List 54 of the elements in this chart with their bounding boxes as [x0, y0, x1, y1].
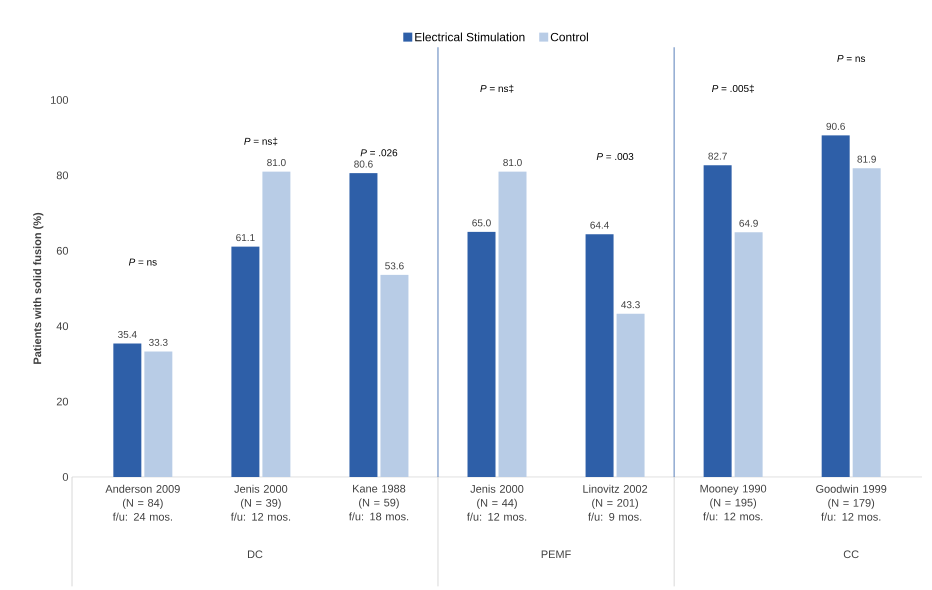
- bar: [113, 344, 142, 477]
- data-label: 64.9: [739, 220, 758, 227]
- data-label: 80.6: [354, 160, 373, 168]
- data-label: 82.7: [708, 152, 727, 160]
- bar: [704, 165, 732, 477]
- bar: [144, 351, 172, 477]
- y-tick-label: 0: [62, 473, 68, 481]
- bar: [349, 173, 378, 477]
- data-label: 65.0: [472, 219, 491, 226]
- x-tick-label: Mooney 1990 (N = 195) f/u: 12 mos.: [700, 484, 766, 520]
- data-label: 33.3: [149, 338, 168, 346]
- x-tick-label: Anderson 2009 (N = 84) f/u: 24 mos.: [105, 484, 180, 521]
- annotation: P = .026: [360, 149, 398, 156]
- y-tick-label: 60: [56, 246, 68, 255]
- x-tick-label: Jenis 2000 (N = 39) f/u: 12 mos.: [230, 484, 290, 521]
- data-label: 43.3: [621, 301, 640, 308]
- text: P = ns‡: [480, 84, 514, 93]
- text: PEMF: [542, 550, 571, 558]
- data-label: 81.9: [857, 156, 876, 163]
- x-tick-label: Kane 1988 (N = 59) f/u: 18 mos.: [348, 484, 408, 520]
- bar: [616, 314, 645, 477]
- data-label: 81.0: [503, 159, 522, 166]
- bar: [852, 168, 881, 477]
- bar: [586, 234, 614, 477]
- data-label: 64.4: [590, 222, 609, 229]
- text: DC: [248, 550, 262, 558]
- annotation: P = ns‡: [244, 138, 278, 146]
- bar: [262, 172, 290, 477]
- annotation: P = .003: [596, 153, 634, 160]
- text: CC: [844, 550, 859, 558]
- x-tick-label: Jenis 2000 (N = 44) f/u: 12 mos.: [467, 484, 526, 521]
- y-tick-label: 80: [56, 172, 68, 180]
- text: P = .005‡: [712, 84, 754, 93]
- x-tick-label: Linovitz 2002 (N = 201) f/u: 9 mos.: [583, 484, 648, 521]
- bar: [468, 232, 496, 477]
- y-tick-label: 20: [56, 398, 68, 406]
- bar: [734, 232, 763, 477]
- data-label: 35.4: [118, 330, 137, 338]
- y-axis-title: Patients with solid fusion (%): [33, 212, 44, 364]
- bar: [498, 172, 527, 477]
- y-tick-label: 100: [51, 96, 68, 104]
- data-label: 61.1: [236, 234, 255, 242]
- bar: [231, 246, 260, 477]
- y-tick-label: 40: [56, 322, 68, 330]
- data-label: 90.6: [826, 122, 845, 130]
- legend-label: Electrical Stimulation: [415, 32, 524, 42]
- data-label: 81.0: [267, 159, 286, 166]
- bar: [380, 274, 408, 477]
- annotation: P = ns: [128, 258, 157, 266]
- bar: [822, 135, 850, 477]
- text: P = ns: [837, 55, 866, 62]
- data-label: 53.6: [385, 262, 404, 270]
- legend-label: Control: [550, 32, 588, 42]
- x-tick-label: Goodwin 1999 (N = 179) f/u: 12 mos.: [816, 484, 886, 521]
